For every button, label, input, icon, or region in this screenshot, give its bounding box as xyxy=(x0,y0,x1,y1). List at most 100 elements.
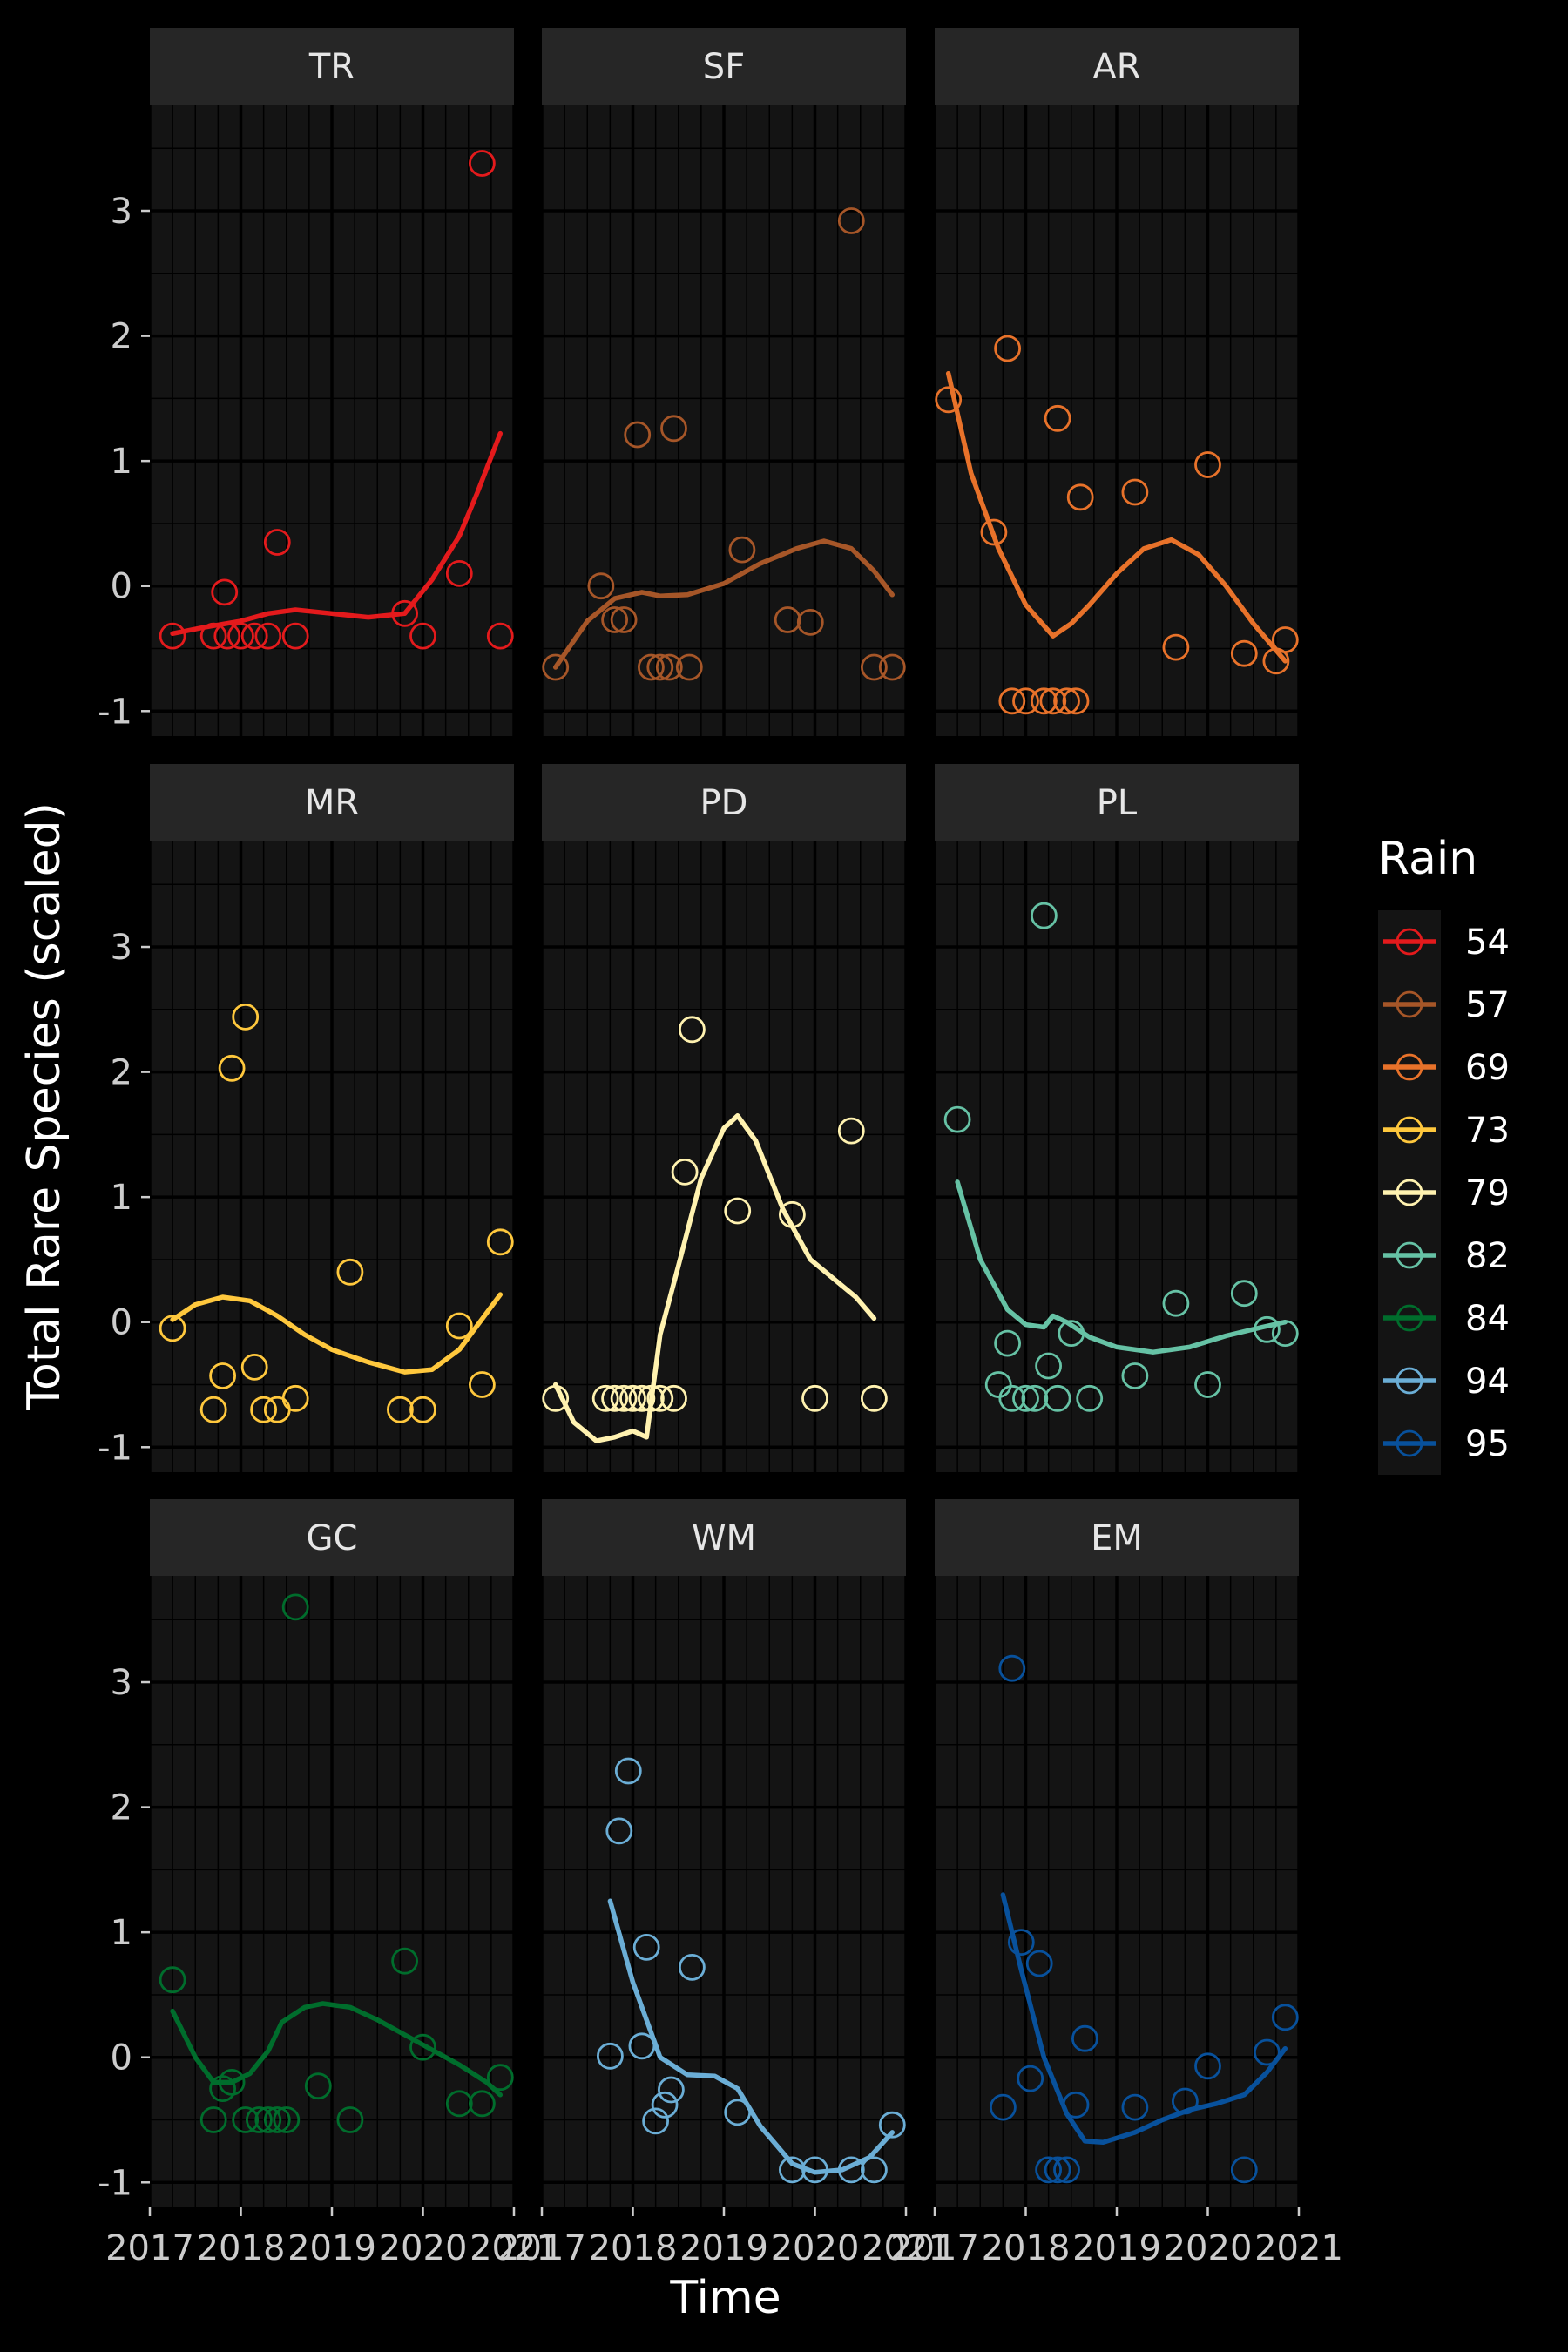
data-point xyxy=(1172,2087,1199,2115)
data-point xyxy=(213,622,241,650)
data-point xyxy=(263,529,291,556)
data-point xyxy=(1053,687,1080,715)
data-point xyxy=(1039,687,1067,715)
facet-strip-label: WM xyxy=(692,1518,756,1558)
data-point xyxy=(281,622,309,650)
facet-GC: GC xyxy=(148,1499,516,2207)
data-point xyxy=(409,2033,436,2061)
data-point xyxy=(779,2156,806,2184)
data-point xyxy=(638,1384,665,1412)
data-point xyxy=(1021,1384,1049,1412)
legend-label: 79 xyxy=(1465,1173,1510,1213)
x-tick-label: 2021 xyxy=(862,2228,950,2268)
x-tick-label: 2020 xyxy=(771,2228,860,2268)
data-point xyxy=(861,2156,888,2184)
y-tick-label: 3 xyxy=(111,928,132,968)
facet-strip-label: TR xyxy=(308,47,355,87)
data-point xyxy=(998,1384,1026,1412)
facet-strip xyxy=(542,764,906,841)
facet-strip-label: EM xyxy=(1091,1518,1143,1558)
facet-strip xyxy=(935,28,1299,105)
data-point xyxy=(724,2099,752,2126)
data-point xyxy=(1007,1929,1035,1957)
data-point xyxy=(445,1312,473,1340)
data-point xyxy=(240,622,268,650)
legend-key-point xyxy=(1396,1429,1423,1457)
data-point xyxy=(486,622,514,650)
data-point xyxy=(1271,2004,1299,2031)
data-point xyxy=(199,622,227,650)
data-point xyxy=(281,1593,309,1621)
data-point xyxy=(980,518,1008,546)
data-point xyxy=(998,687,1026,715)
data-point xyxy=(1066,483,1094,511)
legend-label: 69 xyxy=(1465,1048,1510,1088)
facet-strip xyxy=(542,1499,906,1576)
y-tick-label: 1 xyxy=(111,1913,132,1953)
data-point xyxy=(1230,639,1258,667)
data-point xyxy=(445,2090,473,2118)
data-point xyxy=(837,2156,865,2184)
data-point xyxy=(728,536,756,564)
legend-label: 84 xyxy=(1465,1299,1510,1339)
data-point xyxy=(1071,2024,1098,2052)
data-point xyxy=(779,1200,806,1228)
data-point xyxy=(1230,1280,1258,1308)
data-point xyxy=(1025,1950,1053,1977)
facet-strip xyxy=(935,764,1299,841)
data-point xyxy=(250,1396,278,1423)
data-point xyxy=(675,653,703,681)
facet-SF: SF xyxy=(540,28,908,736)
legend-entry-54: 54 xyxy=(1378,910,1510,973)
data-point xyxy=(679,1016,706,1044)
data-point xyxy=(614,1757,642,1785)
data-point xyxy=(878,2111,906,2139)
data-point xyxy=(304,2072,332,2100)
data-point xyxy=(1121,2093,1149,2121)
data-point xyxy=(218,2068,246,2096)
legend-entry-94: 94 xyxy=(1378,1349,1510,1412)
data-point xyxy=(638,653,665,681)
data-point xyxy=(646,1384,674,1412)
y-tick-label: 3 xyxy=(111,192,132,232)
data-point xyxy=(1058,1320,1085,1347)
x-tick-label: 2021 xyxy=(1254,2228,1343,2268)
data-point xyxy=(679,1953,706,1981)
smooth-line xyxy=(945,370,1288,664)
legend-label: 54 xyxy=(1465,923,1510,963)
data-point xyxy=(990,2093,1017,2121)
facet-strip xyxy=(935,1499,1299,1576)
data-point xyxy=(281,1384,309,1412)
smooth-line xyxy=(552,538,896,670)
data-point xyxy=(263,2106,291,2133)
y-tick-label: 1 xyxy=(111,1178,132,1218)
data-point xyxy=(486,2064,514,2092)
y-tick-label: 2 xyxy=(111,1788,132,1828)
data-point xyxy=(1062,687,1090,715)
facet-WM: WM xyxy=(540,1499,908,2207)
data-point xyxy=(601,606,628,633)
x-tick-label: 2018 xyxy=(589,2228,678,2268)
data-point xyxy=(391,599,419,627)
data-point xyxy=(651,2091,679,2119)
data-point xyxy=(209,2075,237,2103)
data-point xyxy=(801,1384,828,1412)
data-point xyxy=(232,2106,260,2133)
x-tick-label: 2020 xyxy=(379,2228,468,2268)
data-point xyxy=(227,622,254,650)
data-point xyxy=(336,1258,364,1286)
facet-strip xyxy=(150,1499,514,1576)
data-point xyxy=(642,2107,669,2135)
facet-strip xyxy=(150,764,514,841)
legend-entry-95: 95 xyxy=(1378,1412,1510,1475)
data-point xyxy=(386,1396,414,1423)
facet-AR: AR xyxy=(933,28,1301,736)
data-point xyxy=(597,2042,624,2070)
data-point xyxy=(391,1947,419,1975)
data-point xyxy=(199,1396,227,1423)
y-tick-label: 2 xyxy=(111,1053,132,1093)
data-point xyxy=(469,150,496,177)
legend-entry-69: 69 xyxy=(1378,1036,1510,1098)
